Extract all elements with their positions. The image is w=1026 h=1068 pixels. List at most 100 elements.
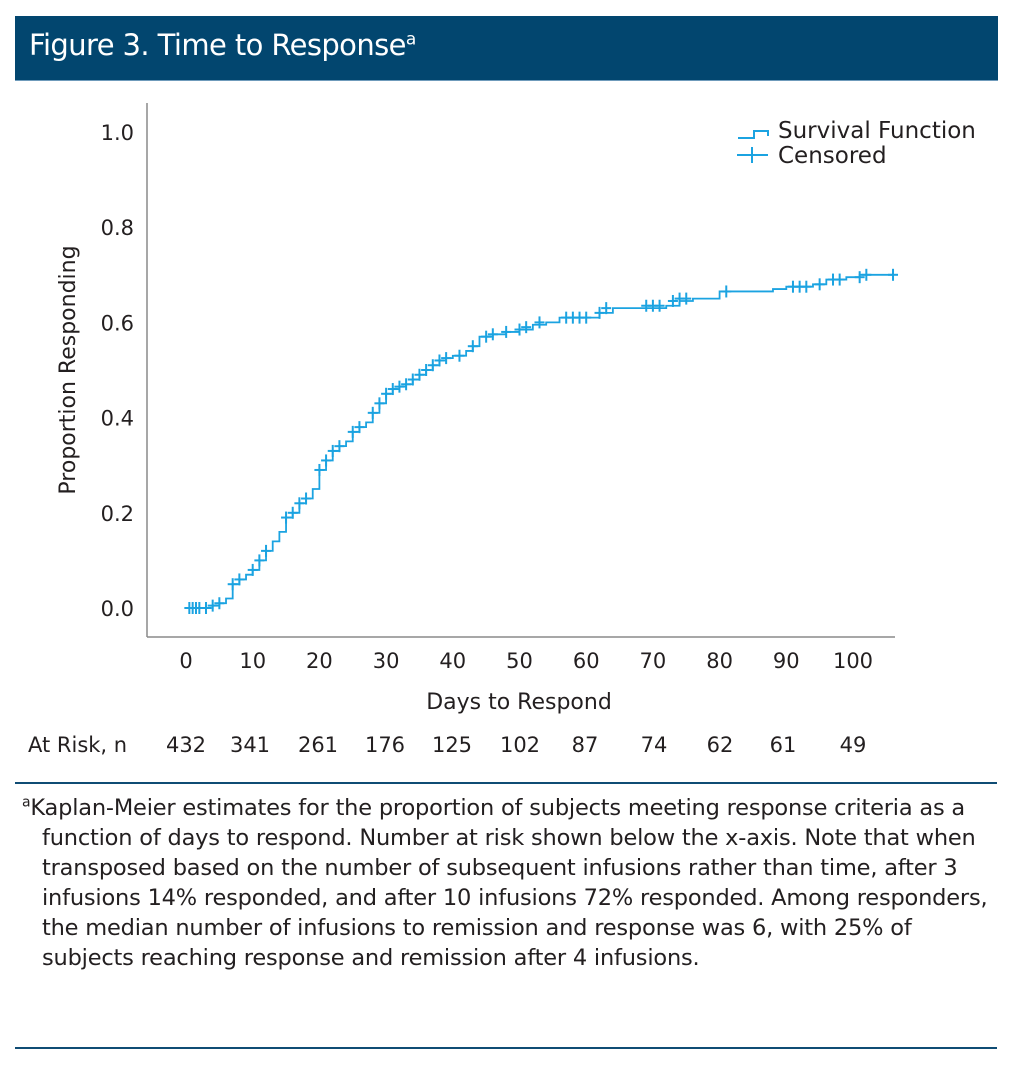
censor-mark: [327, 444, 338, 457]
x-tick-label: 60: [573, 649, 600, 673]
legend-step-line-icon: [738, 130, 769, 139]
censor-mark: [234, 573, 245, 586]
censor-mark: [601, 302, 612, 315]
censor-mark: [467, 340, 478, 353]
censor-mark: [521, 321, 532, 334]
at-risk-value: 432: [165, 733, 207, 757]
censor-mark: [834, 273, 845, 286]
censor-mark: [381, 387, 392, 400]
at-risk-value: 62: [706, 733, 734, 757]
censor-mark: [207, 599, 218, 612]
censor-mark: [681, 292, 692, 305]
censor-mark: [387, 383, 398, 396]
at-risk-row: At Risk, n 432 341 261 176 125 102 87 74 62 61 49: [0, 733, 1026, 763]
censor-mark: [227, 578, 238, 591]
at-risk-label: At Risk, n: [28, 733, 128, 757]
y-tick-label: 0.0: [101, 597, 134, 621]
x-tick-label: 20: [306, 649, 333, 673]
divider-bottom: [15, 1047, 997, 1049]
figure-title: Figure 3. Time to Responsea: [29, 28, 416, 62]
y-tick-label: 1.0: [101, 121, 134, 145]
censor-mark: [581, 311, 592, 324]
censor-mark: [421, 364, 432, 376]
censor-mark: [861, 268, 872, 281]
censor-mark: [261, 544, 272, 557]
at-risk-value: 61: [769, 733, 797, 757]
censor-mark: [287, 506, 298, 519]
censor-mark: [594, 306, 605, 319]
censor-mark: [441, 352, 452, 365]
at-risk-value: 176: [364, 733, 406, 757]
censor-mark: [394, 380, 405, 393]
censor-mark: [247, 563, 258, 576]
x-tick-label: 30: [373, 649, 400, 673]
y-axis-title: Proportion Responding: [56, 245, 81, 494]
at-risk-value: 49: [839, 733, 867, 757]
legend: Survival Function Censored: [737, 118, 976, 169]
km-chart: 0.0 0.2 0.4 0.6 0.8 1.0 0 10 20 30 40 50 60 70 80 90 10…: [56, 103, 976, 715]
figure-title-superscript: a: [405, 29, 416, 50]
at-risk-value: 102: [499, 733, 541, 757]
censor-mark: [514, 323, 525, 336]
chart-axes: [146, 103, 895, 638]
at-risk-value: 341: [229, 733, 271, 757]
censor-mark: [401, 378, 412, 391]
censor-mark: [321, 454, 332, 467]
censor-mark: [801, 280, 812, 293]
y-tick-label: 0.2: [101, 502, 134, 526]
censor-mark: [367, 406, 378, 419]
censor-mark: [201, 602, 212, 614]
footnote: aKaplan-Meier estimates for the proporti…: [22, 793, 997, 973]
x-tick-label: 0: [179, 649, 192, 673]
censor-mark: [314, 463, 325, 476]
legend-label-survival: Survival Function: [778, 118, 976, 144]
y-tick-label: 0.6: [101, 311, 134, 335]
censor-mark: [347, 425, 358, 438]
figure-header: Figure 3. Time to Responsea: [15, 16, 998, 81]
x-tick-label: 40: [439, 649, 466, 673]
censor-mark: [501, 325, 512, 338]
x-tick-label: 100: [833, 649, 873, 673]
censor-mark: [434, 354, 445, 367]
censor-mark: [294, 497, 305, 510]
censor-mark: [427, 359, 438, 372]
at-risk-value: 261: [297, 733, 339, 757]
x-axis-title: Days to Respond: [426, 690, 612, 715]
censor-mark: [281, 511, 292, 524]
x-tick-label: 50: [506, 649, 533, 673]
x-tick-label: 70: [640, 649, 667, 673]
y-tick-labels: 0.0 0.2 0.4 0.6 0.8 1.0: [101, 121, 134, 621]
censor-mark: [721, 285, 732, 298]
censor-mark: [214, 597, 225, 610]
divider-top: [15, 782, 997, 784]
censor-mark: [814, 278, 825, 291]
figure-title-text: Figure 3. Time to Response: [29, 28, 406, 62]
x-tick-labels: 0 10 20 30 40 50 60 70 80 90 100: [179, 649, 873, 673]
footnote-marker: a: [22, 794, 31, 811]
y-tick-label: 0.4: [101, 407, 134, 431]
censor-mark: [487, 328, 498, 341]
x-tick-label: 10: [239, 649, 266, 673]
censor-mark: [654, 299, 665, 312]
censor-mark: [888, 268, 899, 281]
legend-plus-icon: [737, 147, 768, 163]
censor-mark: [374, 397, 385, 410]
censor-mark: [301, 492, 312, 505]
censor-mark: [407, 373, 418, 386]
at-risk-value: 125: [431, 733, 473, 757]
censor-mark: [454, 349, 465, 362]
censor-mark: [334, 440, 345, 453]
censored-markers: [184, 268, 899, 614]
censor-mark: [667, 294, 678, 307]
censor-mark: [481, 330, 492, 343]
x-tick-label: 90: [773, 649, 800, 673]
censor-mark: [354, 421, 365, 434]
x-tick-label: 80: [706, 649, 733, 673]
footnote-text: Kaplan-Meier estimates for the proportio…: [30, 795, 988, 971]
legend-label-censored: Censored: [778, 143, 887, 169]
censor-mark: [414, 368, 425, 381]
censor-mark: [254, 554, 265, 567]
at-risk-value: 74: [640, 733, 668, 757]
y-tick-label: 0.8: [101, 216, 134, 240]
at-risk-value: 87: [571, 733, 599, 757]
